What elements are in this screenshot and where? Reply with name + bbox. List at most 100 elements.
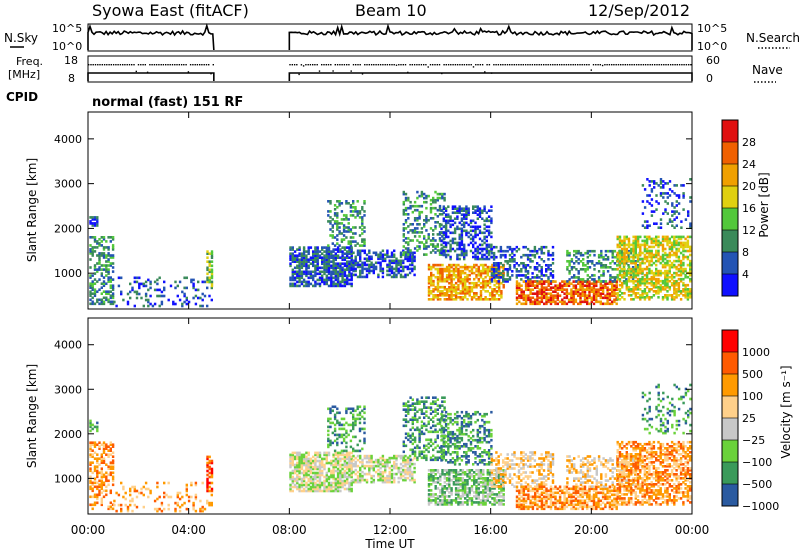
range-cell xyxy=(425,217,428,220)
range-cell xyxy=(515,262,518,265)
range-cell xyxy=(442,249,445,253)
range-cell xyxy=(682,192,685,195)
range-cell xyxy=(408,474,412,478)
range-cell xyxy=(476,249,479,253)
range-cell xyxy=(377,478,380,482)
range-cell xyxy=(325,258,328,262)
range-cell xyxy=(208,455,211,459)
range-cell xyxy=(686,245,690,249)
range-cell xyxy=(479,285,483,289)
range-cell xyxy=(350,465,353,469)
range-cell xyxy=(126,302,130,306)
range-cell xyxy=(588,260,592,263)
range-cell xyxy=(393,267,396,271)
range-cell xyxy=(618,263,622,267)
range-cell xyxy=(452,271,456,275)
range-cell xyxy=(361,222,364,225)
range-cell xyxy=(404,198,408,202)
range-cell xyxy=(291,258,294,262)
range-cell xyxy=(630,243,633,247)
range-cell xyxy=(327,419,330,423)
range-cell xyxy=(156,509,159,513)
range-cell xyxy=(210,475,214,479)
nave-point xyxy=(332,70,334,72)
range-cell xyxy=(579,280,582,283)
range-cell xyxy=(531,276,534,279)
range-cell xyxy=(618,249,622,253)
range-cell xyxy=(138,282,141,286)
range-cell xyxy=(666,277,669,281)
range-cell xyxy=(616,298,619,301)
range-cell xyxy=(289,254,292,258)
range-cell xyxy=(131,485,134,489)
range-cell xyxy=(673,265,676,269)
range-cell xyxy=(352,470,355,474)
range-cell xyxy=(379,267,382,271)
range-cell xyxy=(661,257,665,261)
range-cell xyxy=(623,251,626,255)
range-cell xyxy=(404,192,408,196)
range-cell xyxy=(206,479,209,483)
range-cell xyxy=(361,269,364,273)
range-cell xyxy=(648,184,651,187)
range-cell xyxy=(296,258,299,262)
range-cell xyxy=(98,457,101,460)
range-cell xyxy=(664,253,667,257)
range-cell xyxy=(606,249,610,253)
range-cell xyxy=(331,218,334,221)
range-cell xyxy=(332,475,335,479)
range-cell xyxy=(312,256,315,260)
range-cell xyxy=(522,290,525,294)
range-cell xyxy=(627,253,630,257)
range-cell xyxy=(407,247,410,250)
range-cell xyxy=(601,296,605,300)
nave-point xyxy=(151,64,153,66)
range-cell xyxy=(632,281,635,285)
range-cell xyxy=(393,476,396,480)
range-cell xyxy=(441,194,444,198)
range-cell xyxy=(599,284,602,288)
range-cell xyxy=(133,304,136,308)
range-cell xyxy=(579,284,582,288)
range-cell xyxy=(590,286,593,290)
range-cell xyxy=(613,262,617,265)
range-cell xyxy=(490,268,494,271)
range-cell xyxy=(468,277,471,281)
range-cell xyxy=(356,214,359,217)
range-cell xyxy=(601,284,605,288)
range-cell xyxy=(666,235,669,239)
range-cell xyxy=(582,253,585,257)
range-cell xyxy=(689,288,692,291)
nave-point xyxy=(622,64,624,66)
range-cell xyxy=(336,477,340,481)
range-cell xyxy=(111,246,115,249)
range-cell xyxy=(120,507,123,511)
range-cell xyxy=(350,256,353,260)
range-cell xyxy=(327,475,331,479)
range-cell xyxy=(673,192,676,195)
range-cell xyxy=(327,258,331,262)
range-cell xyxy=(296,479,299,483)
range-cell xyxy=(289,282,292,286)
range-cell xyxy=(570,296,573,300)
range-cell xyxy=(492,251,496,255)
range-cell xyxy=(464,281,467,285)
nave-point xyxy=(366,64,368,66)
range-cell xyxy=(93,246,97,249)
range-cell xyxy=(677,277,681,281)
range-cell xyxy=(316,282,319,286)
range-cell xyxy=(675,290,678,293)
range-cell xyxy=(420,241,424,244)
range-cell xyxy=(305,282,308,286)
range-cell xyxy=(659,257,662,261)
range-cell xyxy=(520,268,523,271)
range-cell xyxy=(483,241,486,245)
range-cell xyxy=(524,294,528,298)
range-cell xyxy=(336,264,340,268)
range-cell xyxy=(441,277,444,281)
range-cell xyxy=(618,290,622,293)
range-cell xyxy=(98,268,101,271)
range-cell xyxy=(397,269,400,273)
range-cell xyxy=(554,294,557,298)
range-cell xyxy=(434,285,437,289)
